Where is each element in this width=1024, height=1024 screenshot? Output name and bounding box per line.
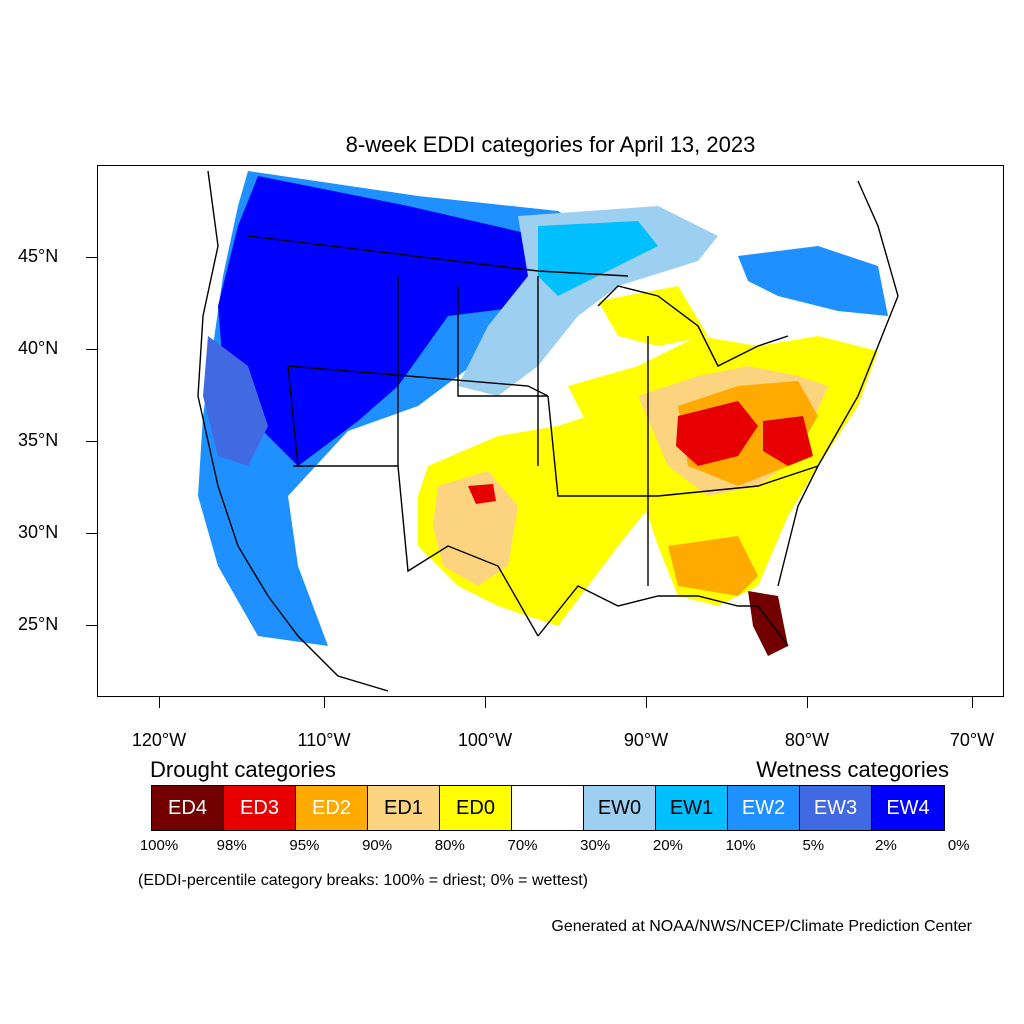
map-canvas [197, 170, 899, 692]
percentile-break-label: 98% [216, 837, 247, 854]
lat-tick-25 [86, 625, 97, 626]
legend-swatch-ew2: EW2 [728, 786, 800, 830]
wet-region-west-mid [203, 336, 268, 466]
lat-label-45: 45°N [18, 246, 59, 266]
dry-region-great-lakes [598, 286, 708, 346]
map-panel [97, 165, 1004, 697]
dry-region-georgia [668, 536, 758, 596]
lat-label-25: 25°N [18, 614, 59, 634]
percentile-break-label: 0% [947, 837, 970, 854]
lon-label-70: 70°W [949, 730, 995, 750]
percentile-break-label: 90% [362, 837, 393, 854]
legend-swatch-ew0: EW0 [584, 786, 656, 830]
dry-region-carolinas-extreme [763, 416, 813, 466]
lon-tick-70 [972, 697, 973, 708]
legend-swatch-ed3: ED3 [224, 786, 296, 830]
legend-swatch-ed1: ED1 [368, 786, 440, 830]
percentile-break-label: 100% [139, 837, 179, 854]
wetness-categories-heading: Wetness categories [756, 757, 949, 782]
lat-label-35: 35°N [18, 430, 59, 450]
percentile-break-label: 30% [580, 837, 611, 854]
lon-tick-80 [807, 697, 808, 708]
lon-tick-100 [485, 697, 486, 708]
legend-swatch-ew1: EW1 [656, 786, 728, 830]
legend-swatch-ew3: EW3 [800, 786, 872, 830]
wet-region-north-light [458, 206, 718, 396]
lon-label-100: 100°W [457, 730, 513, 750]
legend-swatch-ed2: ED2 [296, 786, 368, 830]
lat-label-30: 30°N [18, 522, 59, 542]
dry-region-ohio-extreme [676, 401, 758, 466]
lon-label-110: 110°W [297, 730, 351, 750]
wet-region-northeast [738, 246, 888, 316]
percentile-break-label: 95% [289, 837, 320, 854]
lat-tick-40 [86, 349, 97, 350]
lon-tick-90 [646, 697, 647, 708]
lat-tick-45 [86, 257, 97, 258]
lat-tick-30 [86, 533, 97, 534]
legend-swatch-neutral [512, 786, 584, 830]
map-boundaries [197, 170, 899, 692]
dry-region-florida-exceptional [748, 591, 788, 656]
category-legend: ED4 ED3 ED2 ED1 ED0 EW0 EW1 EW2 EW3 EW4 [151, 785, 945, 831]
percentile-break-label: 2% [875, 837, 897, 854]
legend-swatch-ed0: ED0 [440, 786, 512, 830]
percentile-break-label: 70% [507, 837, 538, 854]
dry-region-texas-severe [468, 484, 496, 504]
lon-label-80: 80°W [784, 730, 830, 750]
lon-tick-110 [324, 697, 325, 708]
percentile-break-label: 5% [802, 837, 825, 854]
legend-swatch-ed4: ED4 [152, 786, 224, 830]
dry-region-texas-moderate [433, 471, 518, 586]
credit-line: Generated at NOAA/NWS/NCEP/Climate Predi… [551, 918, 972, 935]
percentile-break-label: 20% [652, 837, 683, 854]
lat-label-40: 40°N [18, 338, 59, 358]
percentile-break-label: 80% [434, 837, 465, 854]
legend-swatch-ew4: EW4 [872, 786, 944, 830]
category-note: (EDDI-percentile category breaks: 100% =… [138, 872, 588, 889]
lon-tick-120 [159, 697, 160, 708]
lon-label-90: 90°W [623, 730, 669, 750]
map-title: 8-week EDDI categories for April 13, 202… [345, 132, 756, 157]
lon-label-120: 120°W [131, 730, 187, 750]
percentile-break-label: 10% [725, 837, 756, 854]
lat-tick-35 [86, 441, 97, 442]
drought-categories-heading: Drought categories [150, 757, 336, 782]
wet-region-north-mid [538, 221, 658, 296]
